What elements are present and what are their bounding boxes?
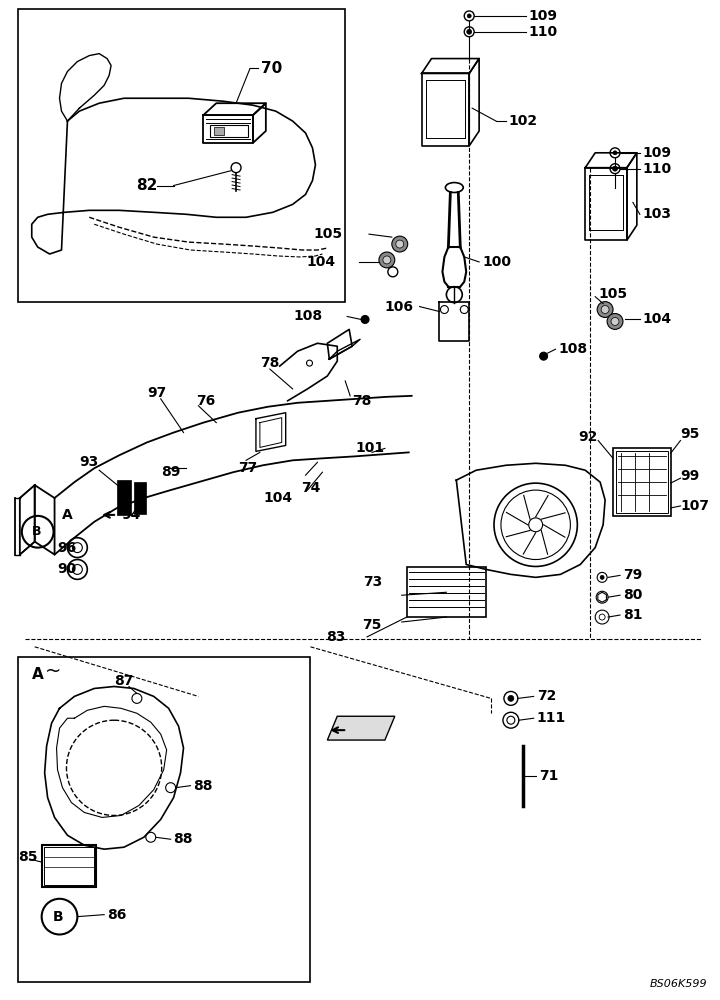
Bar xyxy=(407,567,486,617)
Text: 72: 72 xyxy=(536,689,556,703)
Text: BS06K599: BS06K599 xyxy=(649,979,707,989)
Circle shape xyxy=(611,317,619,325)
Text: 71: 71 xyxy=(539,769,558,783)
Polygon shape xyxy=(328,716,395,740)
Text: ~: ~ xyxy=(45,662,61,681)
Circle shape xyxy=(508,695,514,701)
Bar xyxy=(616,451,667,513)
Text: 70: 70 xyxy=(261,61,282,76)
Text: 107: 107 xyxy=(680,499,709,513)
Bar xyxy=(613,448,670,516)
Text: 106: 106 xyxy=(385,300,414,314)
Text: 80: 80 xyxy=(623,588,642,602)
Text: 79: 79 xyxy=(623,568,642,582)
Text: 103: 103 xyxy=(643,207,672,221)
Text: 104: 104 xyxy=(264,491,292,505)
Bar xyxy=(215,127,224,135)
Text: 109: 109 xyxy=(528,9,558,23)
Text: 87: 87 xyxy=(114,674,133,688)
Circle shape xyxy=(539,352,548,360)
Bar xyxy=(44,847,94,885)
Text: 93: 93 xyxy=(79,455,99,469)
Circle shape xyxy=(392,236,408,252)
Text: B: B xyxy=(32,525,41,538)
Text: 101: 101 xyxy=(355,441,384,455)
Text: 111: 111 xyxy=(536,711,566,725)
Circle shape xyxy=(600,575,604,579)
Text: 108: 108 xyxy=(559,342,588,356)
Bar xyxy=(18,657,310,982)
Text: 83: 83 xyxy=(326,630,345,644)
Text: 78: 78 xyxy=(352,394,372,408)
Circle shape xyxy=(597,302,613,317)
Text: 95: 95 xyxy=(680,427,700,441)
Text: 86: 86 xyxy=(107,908,127,922)
Text: 105: 105 xyxy=(598,287,627,301)
Text: 108: 108 xyxy=(293,309,323,323)
Circle shape xyxy=(383,256,391,264)
Text: 88: 88 xyxy=(194,779,213,793)
Circle shape xyxy=(361,315,369,323)
Bar xyxy=(210,125,248,137)
Text: 81: 81 xyxy=(623,608,642,622)
Text: 104: 104 xyxy=(306,255,336,269)
Bar xyxy=(134,482,146,514)
Text: A: A xyxy=(32,667,43,682)
Text: 76: 76 xyxy=(197,394,216,408)
Circle shape xyxy=(396,240,404,248)
Bar xyxy=(18,9,345,302)
Circle shape xyxy=(467,29,472,34)
Circle shape xyxy=(613,166,618,171)
Text: 94: 94 xyxy=(121,508,140,522)
Text: 99: 99 xyxy=(680,469,700,483)
Bar xyxy=(117,480,131,515)
Circle shape xyxy=(613,151,617,155)
Text: 73: 73 xyxy=(363,575,382,589)
Text: 82: 82 xyxy=(136,178,157,193)
Circle shape xyxy=(601,306,609,314)
Text: 89: 89 xyxy=(161,465,180,479)
Text: 74: 74 xyxy=(302,481,321,495)
Circle shape xyxy=(607,314,623,329)
Bar xyxy=(42,845,96,887)
Text: 110: 110 xyxy=(528,25,558,39)
Circle shape xyxy=(467,14,471,18)
Text: 92: 92 xyxy=(578,430,598,444)
Text: 88: 88 xyxy=(174,832,193,846)
Text: 85: 85 xyxy=(18,850,37,864)
Text: 104: 104 xyxy=(643,312,672,326)
Circle shape xyxy=(379,252,395,268)
Text: 96: 96 xyxy=(58,541,77,555)
Text: 100: 100 xyxy=(482,255,511,269)
Text: 102: 102 xyxy=(509,114,538,128)
Text: 97: 97 xyxy=(147,386,166,400)
Text: B: B xyxy=(53,910,63,924)
Text: 109: 109 xyxy=(643,146,672,160)
Text: 105: 105 xyxy=(313,227,342,241)
Text: 110: 110 xyxy=(643,162,672,176)
Text: 78: 78 xyxy=(260,356,279,370)
Text: 90: 90 xyxy=(58,562,77,576)
Text: 75: 75 xyxy=(363,618,382,632)
Text: 77: 77 xyxy=(238,461,257,475)
Text: A: A xyxy=(61,508,72,522)
